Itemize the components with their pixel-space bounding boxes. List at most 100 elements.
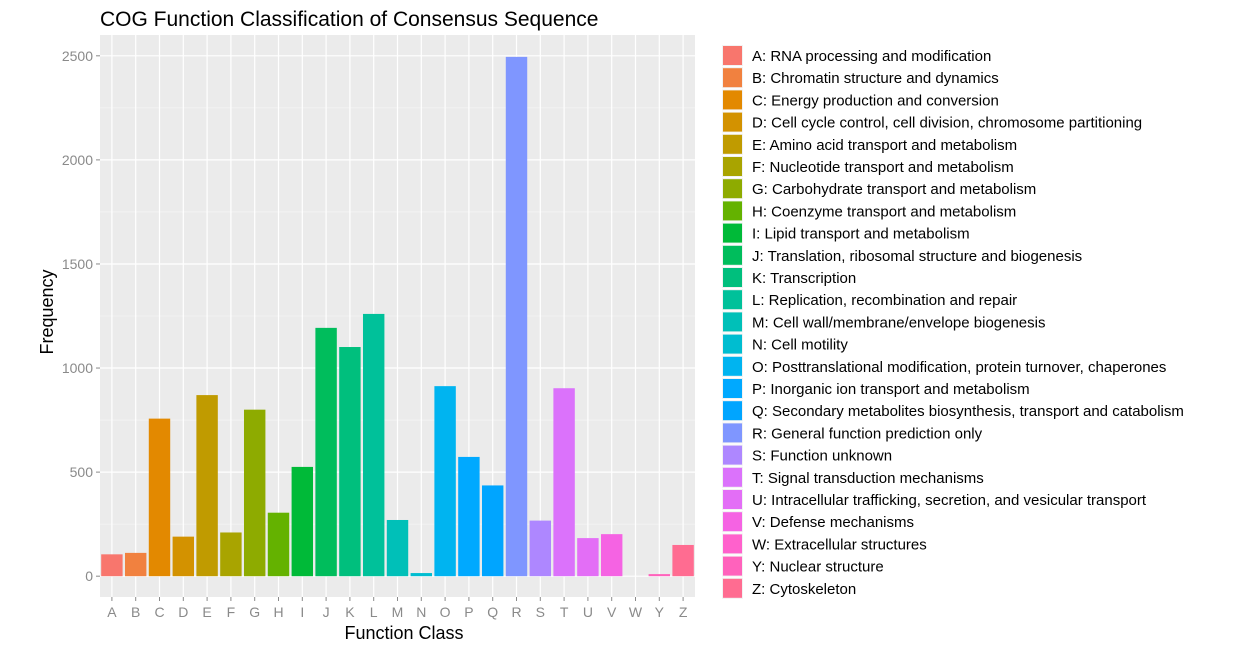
bar-Q — [481, 485, 504, 577]
y-axis-title: Frequency — [37, 269, 57, 354]
bar-P — [458, 456, 480, 577]
legend-swatch — [723, 467, 742, 487]
x-tick-label: G — [249, 604, 260, 620]
bar-I — [291, 466, 314, 577]
legend-swatch — [723, 46, 742, 65]
legend-label: V: Defense mechanisms — [752, 514, 914, 531]
legend-swatch — [723, 223, 742, 243]
x-tick-label: D — [178, 604, 188, 620]
x-tick-label: B — [131, 604, 140, 620]
bar-K — [339, 347, 361, 577]
legend-label: P: Inorganic ion transport and metabolis… — [752, 381, 1030, 398]
legend-swatch — [723, 112, 742, 132]
bar-D — [172, 536, 195, 577]
bar-S — [529, 520, 552, 577]
legend-label: E: Amino acid transport and metabolism — [752, 137, 1017, 154]
legend-swatch — [723, 68, 742, 88]
legend-swatch — [723, 312, 742, 332]
bar-V — [600, 534, 623, 577]
legend-label: I: Lipid transport and metabolism — [752, 226, 970, 243]
y-tick-label: 2000 — [62, 152, 93, 168]
y-tick-label: 0 — [85, 568, 93, 584]
legend-label: N: Cell motility — [752, 337, 848, 354]
legend-swatch — [723, 179, 742, 199]
y-tick-label: 1000 — [62, 360, 93, 376]
x-tick-label: I — [300, 604, 304, 620]
bar-G — [243, 409, 266, 577]
legend-swatch — [723, 356, 742, 376]
x-tick-label: K — [345, 604, 355, 620]
legend-label: J: Translation, ribosomal structure and … — [752, 248, 1082, 265]
bar-E — [196, 395, 218, 577]
legend-swatch — [723, 268, 742, 287]
legend-swatch — [723, 578, 742, 598]
y-tick-label: 500 — [70, 464, 94, 480]
x-tick-label: P — [464, 604, 473, 620]
legend-swatch — [723, 245, 742, 265]
bar-F — [220, 532, 242, 577]
y-tick-label: 1500 — [62, 256, 93, 272]
legend-label: G: Carbohydrate transport and metabolism — [752, 181, 1036, 198]
x-tick-label: R — [511, 604, 521, 620]
legend-swatch — [723, 423, 742, 443]
bar-U — [577, 538, 599, 577]
bar-B — [124, 552, 147, 577]
legend-swatch — [723, 379, 742, 398]
bar-Z — [672, 544, 694, 577]
legend-swatch — [723, 334, 742, 354]
x-tick-label: Q — [487, 604, 498, 620]
bar-T — [553, 388, 575, 577]
legend-swatch — [723, 90, 742, 110]
x-axis-title: Function Class — [344, 623, 463, 643]
x-tick-label: N — [416, 604, 426, 620]
y-tick-label: 2500 — [62, 48, 93, 64]
legend-swatch — [723, 445, 742, 465]
x-tick-label: U — [583, 604, 593, 620]
legend-label: B: Chromatin structure and dynamics — [752, 70, 999, 87]
legend-swatch — [723, 401, 742, 421]
legend-label: H: Coenzyme transport and metabolism — [752, 203, 1016, 220]
y-axis: 0 500 1000 1500 2000 2500 — [62, 48, 100, 584]
x-tick-label: J — [323, 604, 330, 620]
x-tick-label: Z — [679, 604, 688, 620]
legend-label: M: Cell wall/membrane/envelope biogenesi… — [752, 314, 1045, 331]
bars — [101, 56, 694, 577]
x-tick-label: V — [607, 604, 617, 620]
bar-O — [434, 386, 456, 577]
legend-label: U: Intracellular trafficking, secretion,… — [752, 492, 1147, 509]
legend-label: L: Replication, recombination and repair — [752, 292, 1017, 309]
chart-title: COG Function Classification of Consensus… — [100, 8, 598, 31]
x-tick-label: H — [273, 604, 283, 620]
legend-label: S: Function unknown — [752, 448, 892, 465]
x-tick-label: E — [202, 604, 211, 620]
x-tick-label: F — [227, 604, 236, 620]
x-tick-label: S — [536, 604, 545, 620]
legend-label: T: Signal transduction mechanisms — [752, 470, 984, 487]
legend-swatch — [723, 134, 742, 154]
x-tick-label: T — [560, 604, 569, 620]
legend-swatch — [723, 512, 742, 532]
x-tick-label: O — [440, 604, 451, 620]
bar-H — [267, 512, 290, 577]
legend-label: Z: Cytoskeleton — [752, 581, 856, 598]
bar-A — [101, 554, 123, 577]
legend-label: D: Cell cycle control, cell division, ch… — [752, 115, 1142, 132]
legend-label: Y: Nuclear structure — [752, 559, 884, 576]
legend-swatch — [723, 556, 742, 576]
bar-C — [148, 418, 171, 577]
legend-swatch — [723, 534, 742, 554]
bar-Y — [648, 574, 671, 577]
legend-label: K: Transcription — [752, 270, 856, 287]
legend-label: F: Nucleotide transport and metabolism — [752, 159, 1014, 176]
bar-J — [315, 327, 337, 577]
x-tick-label: W — [629, 604, 643, 620]
legend: A: RNA processing and modification B: Chr… — [722, 45, 1184, 599]
legend-label: C: Energy production and conversion — [752, 92, 999, 109]
legend-swatch — [723, 201, 742, 221]
legend-label: W: Extracellular structures — [752, 536, 927, 553]
legend-label: A: RNA processing and modification — [752, 48, 991, 65]
x-tick-label: L — [370, 604, 378, 620]
x-tick-label: C — [154, 604, 164, 620]
